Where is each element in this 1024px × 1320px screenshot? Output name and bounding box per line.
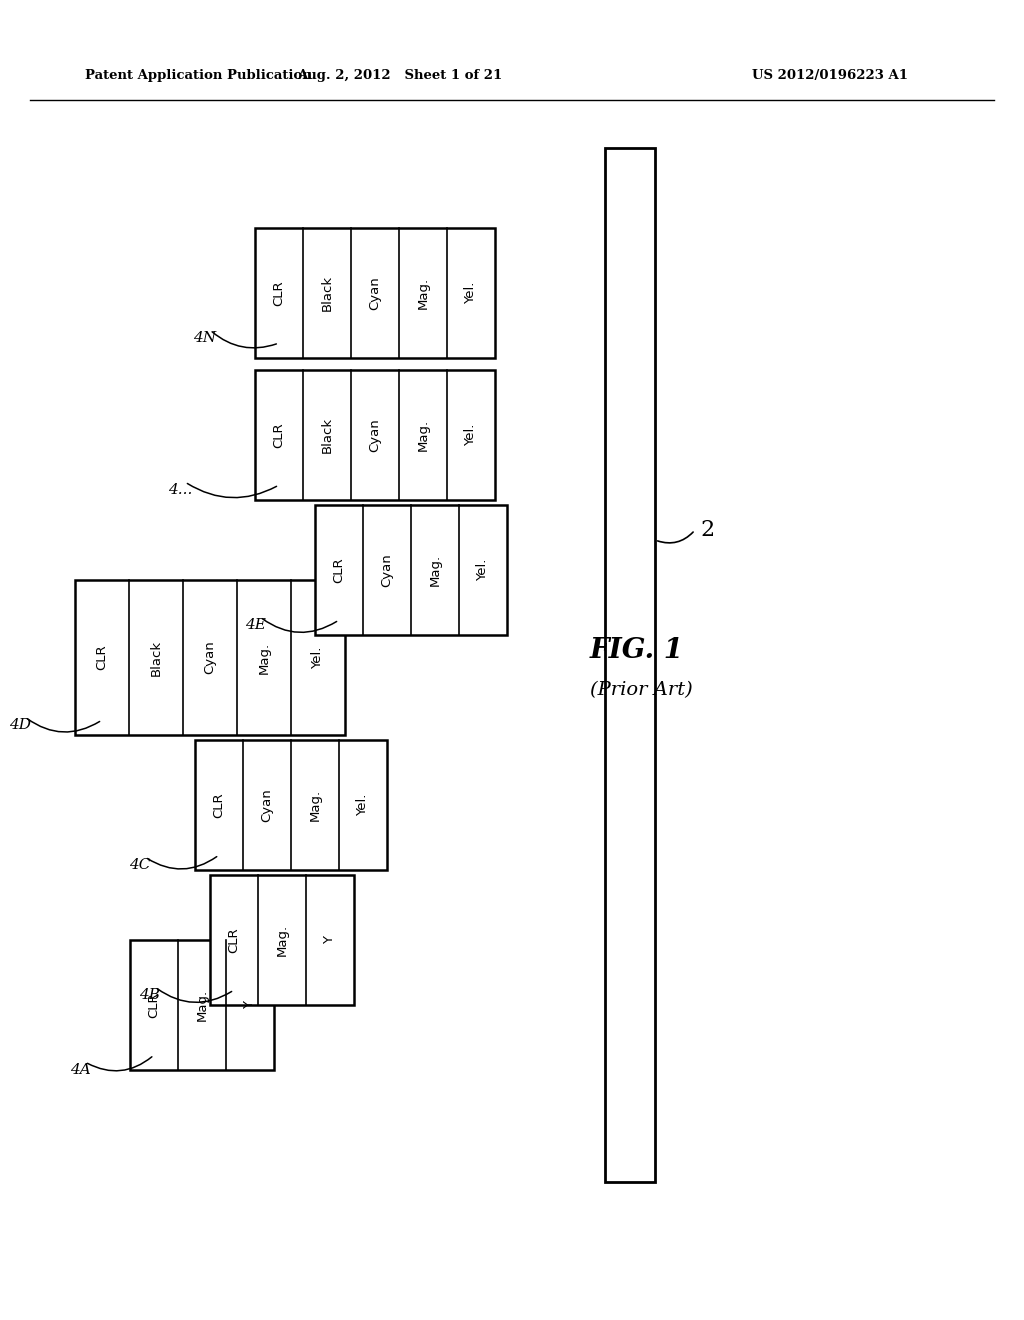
Text: Black: Black xyxy=(321,275,334,312)
Text: 4A: 4A xyxy=(70,1063,90,1077)
Text: Cyan: Cyan xyxy=(369,418,382,451)
Text: Y: Y xyxy=(324,936,337,944)
Text: Cyan: Cyan xyxy=(381,553,393,587)
Text: 4C: 4C xyxy=(129,858,151,873)
Bar xyxy=(315,506,507,635)
Text: CLR: CLR xyxy=(227,927,241,953)
Text: CLR: CLR xyxy=(333,557,345,583)
Text: Cyan: Cyan xyxy=(204,640,216,675)
Text: Yel.: Yel. xyxy=(465,281,477,304)
Text: Mag.: Mag. xyxy=(417,418,429,451)
Bar xyxy=(75,579,345,735)
Text: 2: 2 xyxy=(700,519,714,541)
Text: Cyan: Cyan xyxy=(260,788,273,822)
Text: Aug. 2, 2012   Sheet 1 of 21: Aug. 2, 2012 Sheet 1 of 21 xyxy=(297,69,503,82)
Text: US 2012/0196223 A1: US 2012/0196223 A1 xyxy=(752,69,908,82)
Text: 4B: 4B xyxy=(139,987,161,1002)
Bar xyxy=(210,875,354,1005)
Text: Yel.: Yel. xyxy=(476,558,489,581)
Text: CLR: CLR xyxy=(213,792,225,818)
Bar xyxy=(130,940,274,1071)
Text: 4...: 4... xyxy=(168,483,193,498)
Text: Mag.: Mag. xyxy=(428,554,441,586)
Bar xyxy=(255,228,495,358)
Text: Cyan: Cyan xyxy=(369,276,382,310)
Text: Mag.: Mag. xyxy=(275,924,289,956)
Text: Mag.: Mag. xyxy=(196,989,209,1022)
Bar xyxy=(255,370,495,500)
Text: Yel.: Yel. xyxy=(356,793,370,816)
Text: Mag.: Mag. xyxy=(417,277,429,309)
Text: 4N: 4N xyxy=(194,331,216,345)
Text: Yel.: Yel. xyxy=(311,647,325,669)
Bar xyxy=(195,741,387,870)
Text: CLR: CLR xyxy=(272,280,286,306)
Text: 4E: 4E xyxy=(245,618,265,632)
Text: FIG. 1: FIG. 1 xyxy=(590,636,684,664)
Text: Mag.: Mag. xyxy=(257,642,270,673)
Text: Black: Black xyxy=(321,417,334,453)
Text: Mag.: Mag. xyxy=(308,789,322,821)
Text: CLR: CLR xyxy=(147,993,161,1018)
Text: 4D: 4D xyxy=(9,718,31,733)
Text: CLR: CLR xyxy=(95,644,109,671)
Bar xyxy=(605,148,655,1181)
Text: Black: Black xyxy=(150,639,163,676)
Text: Yel.: Yel. xyxy=(465,424,477,446)
Text: Y: Y xyxy=(244,1001,256,1008)
Text: (Prior Art): (Prior Art) xyxy=(590,681,693,700)
Text: CLR: CLR xyxy=(272,422,286,447)
Text: Patent Application Publication: Patent Application Publication xyxy=(85,69,311,82)
